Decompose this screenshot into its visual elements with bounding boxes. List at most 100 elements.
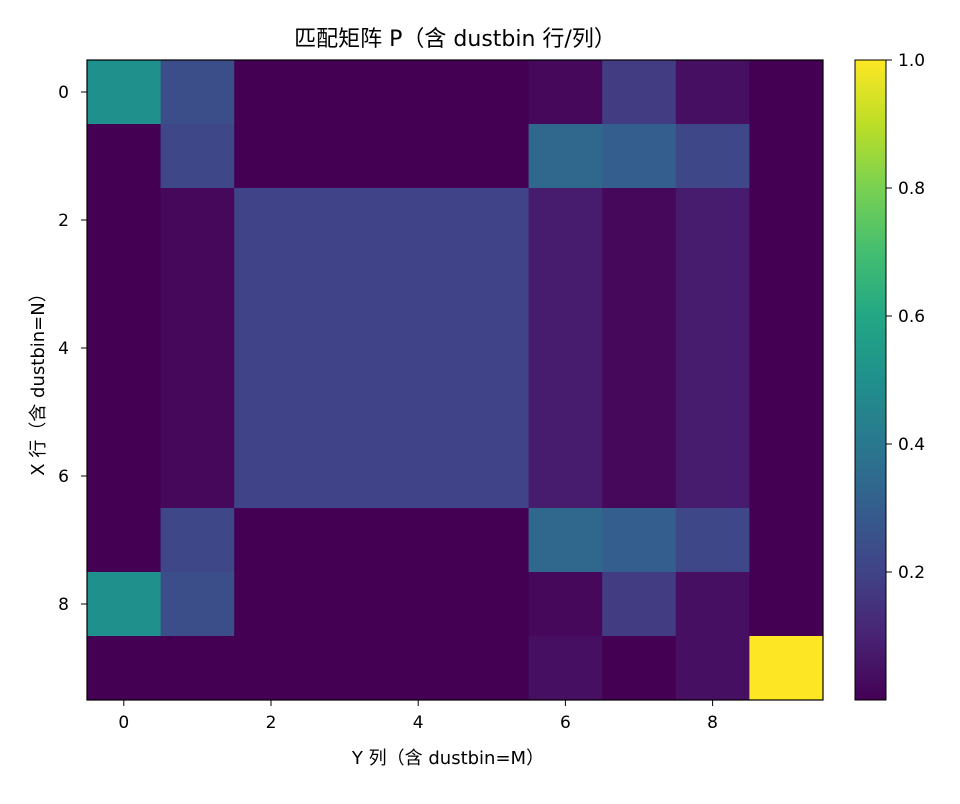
x-tick-label: 6: [560, 713, 571, 733]
heatmap-cell: [455, 444, 530, 509]
heatmap-cell: [528, 508, 603, 573]
heatmap-cell: [160, 188, 235, 253]
heatmap-cell: [455, 316, 530, 381]
heatmap-cell: [675, 444, 750, 509]
heatmap-cell: [528, 252, 603, 317]
heatmap-cell: [528, 444, 603, 509]
heatmap-cell: [87, 252, 162, 317]
heatmap-cells: [87, 60, 824, 701]
heatmap-cell: [160, 572, 235, 637]
heatmap-cell: [749, 636, 824, 701]
heatmap-cell: [675, 188, 750, 253]
heatmap-cell: [528, 60, 603, 125]
heatmap-cell: [602, 60, 677, 125]
colorbar-tick-label: 0.8: [898, 179, 925, 199]
heatmap-cell: [381, 444, 456, 509]
heatmap-cell: [307, 636, 382, 701]
heatmap-cell: [160, 316, 235, 381]
heatmap-cell: [749, 508, 824, 573]
heatmap-cell: [602, 252, 677, 317]
heatmap-cell: [749, 380, 824, 445]
heatmap-cell: [749, 252, 824, 317]
heatmap-cell: [381, 508, 456, 573]
heatmap-cell: [87, 380, 162, 445]
heatmap-cell: [602, 444, 677, 509]
heatmap-cell: [528, 380, 603, 445]
heatmap-cell: [455, 380, 530, 445]
heatmap-cell: [675, 252, 750, 317]
heatmap-cell: [160, 508, 235, 573]
heatmap-cell: [528, 188, 603, 253]
y-axis-label: X 行（含 dustbin=N）: [28, 284, 49, 475]
heatmap-cell: [87, 572, 162, 637]
heatmap-cell: [749, 124, 824, 189]
heatmap-cell: [381, 188, 456, 253]
heatmap-cell: [381, 636, 456, 701]
heatmap-cell: [455, 124, 530, 189]
heatmap-cell: [602, 316, 677, 381]
plot-frame: [86, 59, 824, 701]
heatmap-cell: [234, 508, 309, 573]
chart-title: 匹配矩阵 P（含 dustbin 行/列）: [294, 27, 616, 52]
y-tick-label: 4: [58, 339, 69, 359]
y-axis-ticks: 0 2 4 6 8: [58, 83, 87, 615]
heatmap-cell: [675, 380, 750, 445]
heatmap-cell: [675, 60, 750, 125]
x-tick-label: 8: [707, 713, 718, 733]
heatmap-cell: [675, 572, 750, 637]
heatmap-cell: [160, 124, 235, 189]
heatmap-cell: [87, 316, 162, 381]
heatmap-cell: [87, 444, 162, 509]
heatmap-cell: [528, 636, 603, 701]
heatmap-cell: [307, 188, 382, 253]
heatmap-cell: [381, 252, 456, 317]
heatmap-cell: [234, 380, 309, 445]
heatmap-cell: [602, 380, 677, 445]
heatmap-cell: [749, 316, 824, 381]
heatmap-cell: [528, 316, 603, 381]
heatmap-cell: [160, 636, 235, 701]
y-tick-label: 0: [58, 83, 69, 103]
heatmap-cell: [602, 508, 677, 573]
heatmap-cell: [455, 572, 530, 637]
heatmap-cell: [602, 188, 677, 253]
heatmap-cell: [455, 252, 530, 317]
heatmap-cell: [234, 316, 309, 381]
heatmap-cell: [307, 444, 382, 509]
heatmap-cell: [455, 508, 530, 573]
x-tick-label: 2: [266, 713, 277, 733]
heatmap-cell: [455, 188, 530, 253]
heatmap-cell: [381, 380, 456, 445]
heatmap-cell: [87, 60, 162, 125]
heatmap-cell: [307, 508, 382, 573]
heatmap-cell: [455, 636, 530, 701]
heatmap-cell: [675, 124, 750, 189]
heatmap-cell: [87, 188, 162, 253]
heatmap-cell: [307, 60, 382, 125]
heatmap-cell: [234, 252, 309, 317]
x-tick-label: 0: [118, 713, 129, 733]
heatmap-cell: [749, 60, 824, 125]
heatmap-cell: [381, 124, 456, 189]
x-axis-label: Y 列（含 dustbin=M）: [351, 748, 544, 769]
colorbar-tick-label: 0.2: [898, 563, 925, 583]
heatmap-cell: [160, 444, 235, 509]
colorbar-tick-label: 0.6: [898, 307, 925, 327]
heatmap-cell: [675, 508, 750, 573]
heatmap-cell: [87, 124, 162, 189]
heatmap-cell: [234, 124, 309, 189]
y-tick-label: 2: [58, 211, 69, 231]
y-tick-label: 8: [58, 595, 69, 615]
heatmap-cell: [602, 124, 677, 189]
heatmap-cell: [234, 188, 309, 253]
colorbar-tick-label: 0.4: [898, 435, 925, 455]
heatmap-cell: [234, 572, 309, 637]
heatmap-cell: [160, 60, 235, 125]
y-tick-label: 6: [58, 467, 69, 487]
heatmap-cell: [749, 444, 824, 509]
heatmap-cell: [381, 60, 456, 125]
heatmap-cell: [307, 380, 382, 445]
heatmap-cell: [749, 572, 824, 637]
heatmap-cell: [602, 572, 677, 637]
